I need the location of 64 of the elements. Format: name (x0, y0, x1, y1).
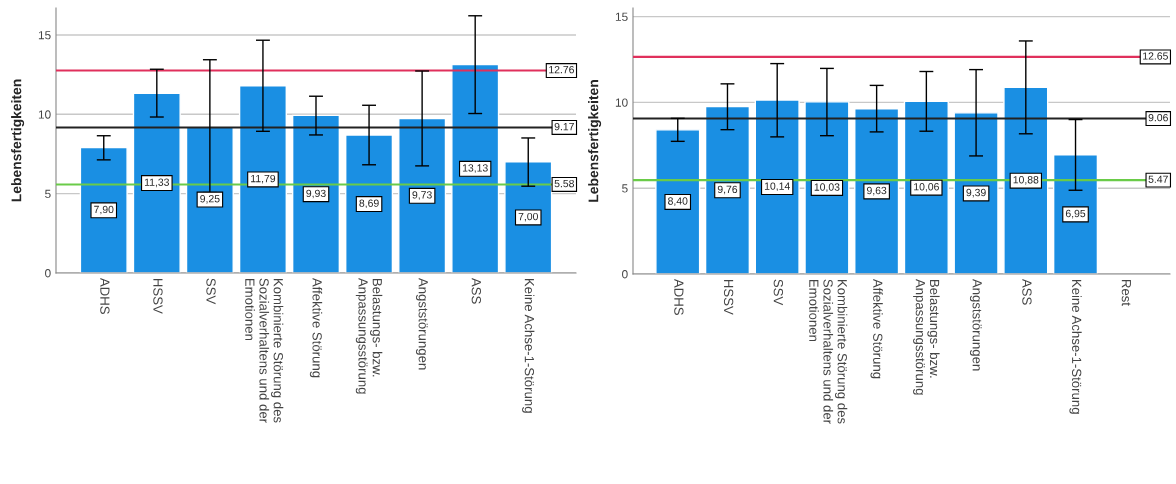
bar (79, 146, 128, 273)
x-tick-label: SSV (773, 279, 783, 306)
bar (854, 108, 900, 274)
x-tick-label: Belastungs- bzw. Anpassungsstörung (913, 278, 940, 395)
data-label: 8,40 (668, 197, 688, 206)
data-label: 9,93 (306, 189, 326, 199)
x-tick-label: Kombinierte Störung des Sozialverhaltens und der Emotionen (809, 279, 848, 424)
bar (451, 63, 500, 273)
x-tick-label: Rest (1121, 279, 1131, 306)
data-label: 10,14 (764, 182, 790, 192)
y-tick-label: 15 (38, 31, 51, 40)
bar (903, 100, 949, 274)
x-tick-label: ADHS (674, 278, 684, 315)
x-tick-label: Belastungs- bzw. Anpassungsstörung (355, 277, 383, 394)
data-label: 6,95 (1065, 209, 1086, 219)
data-label: 10,88 (1013, 176, 1039, 185)
x-tick-label: ASS (1022, 278, 1032, 305)
x-tick-label: Keine Achse-1-Störung (1069, 279, 1082, 414)
data-label: 11,33 (144, 178, 170, 188)
bar (655, 129, 701, 274)
bar (238, 85, 287, 273)
data-label: 7,90 (94, 205, 114, 215)
data-label: 11,79 (251, 174, 276, 184)
data-label: 13,13 (462, 164, 488, 173)
bar (804, 101, 850, 274)
y-tick-label: 5 (622, 184, 628, 193)
x-tick-label: Angststörungen (969, 278, 982, 371)
y-tick-label: 5 (45, 189, 51, 199)
x-tick-label: ADHS (100, 277, 110, 314)
bar (398, 117, 447, 273)
ref-line-label: 12.65 (1143, 52, 1168, 60)
x-tick-label: HSSV (723, 279, 734, 315)
data-label: 9,63 (866, 186, 887, 196)
y-tick-label: 0 (45, 269, 51, 278)
data-label: 8,69 (359, 199, 379, 209)
y-tick-label: 10 (38, 110, 51, 119)
x-tick-label: SSV (206, 278, 216, 305)
x-tick-label: Affektive Störung (309, 277, 323, 378)
data-label: 10,03 (814, 183, 840, 192)
ref-line-label: 9.17 (554, 122, 574, 131)
y-tick-label: 15 (615, 12, 628, 21)
x-tick-label: ASS (471, 277, 481, 304)
x-tick-label: Angststörungen (415, 277, 428, 370)
bar (291, 114, 341, 273)
bar (345, 134, 394, 273)
data-label: 10,06 (914, 183, 939, 192)
data-label: 9,25 (200, 195, 220, 204)
x-tick-label: Kombinierte Störung des Sozialverhaltens und der Emotionen (245, 278, 284, 423)
ref-line-label: 12.76 (549, 65, 574, 74)
data-label: 9,76 (717, 185, 738, 195)
bar (704, 105, 751, 274)
data-label: 9,73 (412, 191, 432, 200)
y-axis-title: Lebensfertigkeiten (588, 80, 602, 202)
x-tick-label: Keine Achse-1-Störung (522, 278, 535, 413)
y-tick-label: 10 (615, 98, 628, 107)
ref-line-label: 5.47 (1148, 175, 1168, 183)
y-axis-title: Lebensfertigkeiten (11, 79, 25, 202)
data-label: 7,00 (518, 212, 538, 222)
ref-line-label: 9.06 (1148, 113, 1168, 122)
ref-line-label: 5.58 (554, 179, 574, 188)
x-tick-label: Affektive Störung (870, 278, 883, 379)
y-tick-label: 0 (622, 270, 628, 279)
data-label: 9,39 (966, 188, 986, 198)
x-tick-label: HSSV (153, 278, 163, 314)
